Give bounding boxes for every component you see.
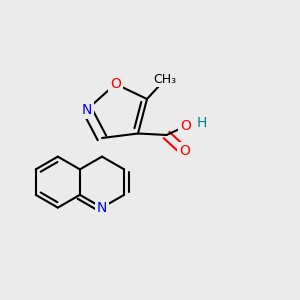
Text: N: N	[97, 201, 107, 214]
Text: N: N	[82, 103, 92, 116]
Text: CH₃: CH₃	[153, 73, 177, 86]
Text: O: O	[181, 119, 191, 133]
Text: O: O	[179, 145, 190, 158]
Text: H: H	[196, 116, 207, 130]
Text: O: O	[110, 77, 121, 91]
